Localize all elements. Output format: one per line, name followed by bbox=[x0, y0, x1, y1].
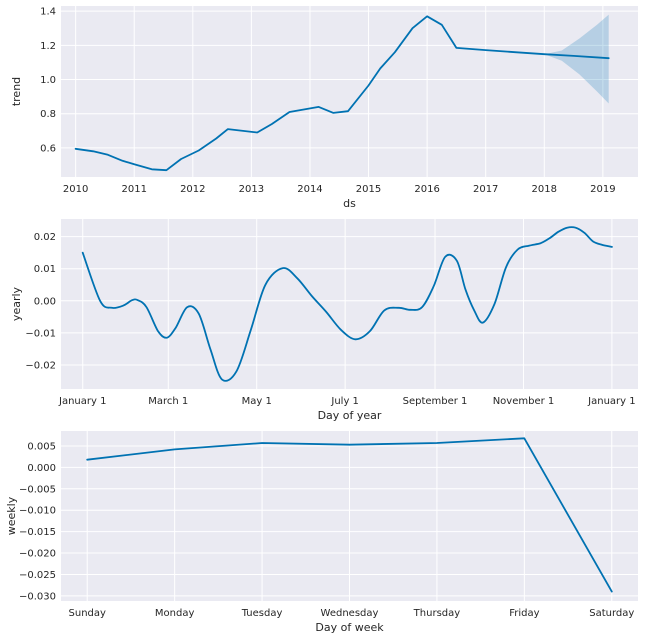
x-tick-label: 2013 bbox=[239, 184, 264, 195]
x-tick-label: May 1 bbox=[242, 396, 272, 407]
y-tick-label: 0.000 bbox=[27, 463, 56, 474]
x-tick-label: Friday bbox=[509, 608, 539, 619]
x-tick-label: July 1 bbox=[330, 396, 359, 407]
y-tick-label: 0.01 bbox=[34, 264, 56, 275]
y-tick-label: 1.4 bbox=[40, 7, 56, 18]
x-tick-label: 2019 bbox=[590, 184, 615, 195]
panel-yearly: January 1 March 1 May 1 July 1 September 1 No… bbox=[10, 219, 638, 422]
y-tick-label: 0.02 bbox=[34, 232, 56, 243]
y-tick-label: 1.2 bbox=[40, 41, 56, 52]
x-tick-label: 2011 bbox=[121, 184, 146, 195]
y-tick-label: 0.005 bbox=[27, 441, 56, 452]
y-tick-label: 1.0 bbox=[40, 75, 56, 86]
x-tick-label: January 1 bbox=[58, 396, 106, 407]
series-line-trend bbox=[74, 15, 610, 172]
x-tick-label: Thursday bbox=[413, 608, 461, 619]
x-tick-label: Tuesday bbox=[241, 608, 283, 619]
series-line-yearly bbox=[81, 226, 613, 382]
x-tick-label: November 1 bbox=[493, 396, 555, 407]
x-tick-label: Sunday bbox=[69, 608, 106, 619]
panel-trend: 2010 2011 2012 2013 2014 2015 2016 2017 2018 2019… bbox=[10, 6, 638, 210]
panel-weekly: Sunday Monday Tuesday Wednesday Thursday Frid… bbox=[5, 431, 638, 634]
y-tick-label: −0.025 bbox=[19, 570, 56, 581]
y-tick-label: −0.01 bbox=[25, 328, 56, 339]
y-tick-label: −0.005 bbox=[19, 484, 56, 495]
x-tick-label: Wednesday bbox=[321, 608, 379, 619]
y-tick-label: −0.015 bbox=[19, 527, 56, 538]
x-tick-label: 2018 bbox=[532, 184, 557, 195]
y-tick-label: 0.00 bbox=[34, 296, 56, 307]
x-tick-label: Saturday bbox=[589, 608, 634, 619]
y-tick-label: −0.020 bbox=[19, 549, 56, 560]
y-axis-label: trend bbox=[10, 77, 23, 106]
x-tick-label: September 1 bbox=[403, 396, 468, 407]
x-tick-label: 2015 bbox=[356, 184, 381, 195]
y-tick-label: −0.030 bbox=[19, 591, 56, 602]
x-tick-label: January 1 bbox=[587, 396, 635, 407]
x-axis-label: Day of week bbox=[315, 621, 384, 634]
x-axis-label: Day of year bbox=[318, 409, 382, 422]
series-line-weekly bbox=[86, 437, 613, 593]
y-tick-label: 0.6 bbox=[40, 143, 56, 154]
x-tick-label: Monday bbox=[155, 608, 195, 619]
x-tick-label: 2012 bbox=[180, 184, 205, 195]
x-tick-label: March 1 bbox=[148, 396, 188, 407]
x-tick-label: 2016 bbox=[414, 184, 439, 195]
x-tick-label: 2014 bbox=[297, 184, 322, 195]
y-axis-label: yearly bbox=[10, 286, 23, 321]
uncertainty-band bbox=[544, 14, 609, 104]
x-axis-label: ds bbox=[343, 197, 356, 210]
y-tick-label: −0.02 bbox=[25, 360, 56, 371]
y-axis-label: weekly bbox=[5, 496, 18, 535]
x-tick-label: 2010 bbox=[63, 184, 88, 195]
plot-area bbox=[61, 219, 638, 389]
y-tick-label: 0.8 bbox=[40, 109, 56, 120]
x-tick-label: 2017 bbox=[473, 184, 498, 195]
plot-area bbox=[61, 6, 638, 177]
y-tick-label: −0.010 bbox=[19, 506, 56, 517]
